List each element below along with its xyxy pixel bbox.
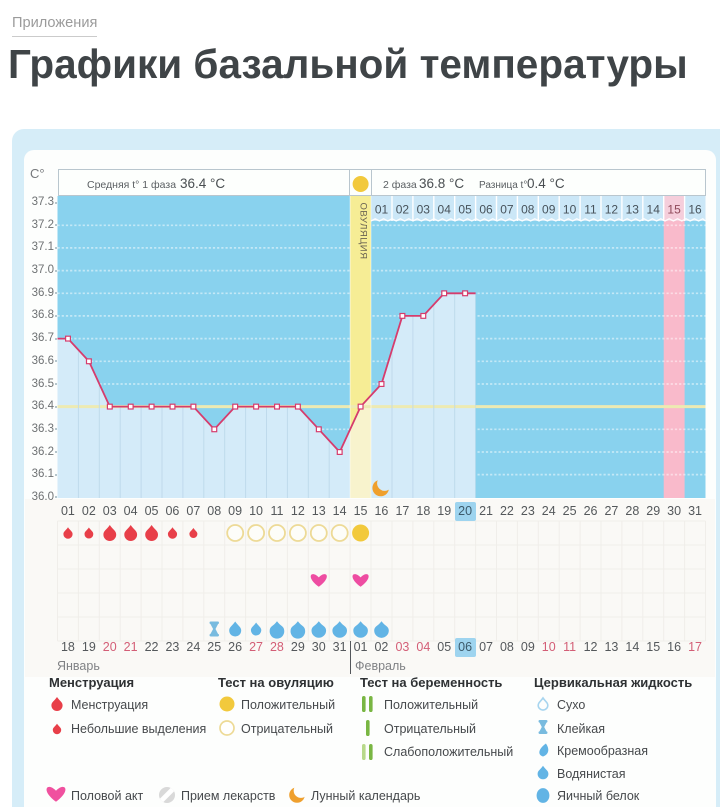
svg-text:15: 15 [667,203,681,217]
svg-text:16: 16 [688,203,702,217]
svg-text:12: 12 [605,203,619,217]
svg-text:11: 11 [584,203,597,217]
svg-text:ОВУЛЯЦИЯ: ОВУЛЯЦИЯ [358,203,369,260]
svg-text:13: 13 [626,203,640,217]
svg-text:05: 05 [458,203,472,217]
svg-text:08: 08 [521,203,535,217]
svg-text:14: 14 [647,203,661,217]
svg-text:01: 01 [375,203,389,217]
svg-text:03: 03 [417,203,431,217]
svg-text:07: 07 [500,203,514,217]
svg-text:06: 06 [479,203,493,217]
svg-text:02: 02 [396,203,410,217]
svg-text:09: 09 [542,203,556,217]
svg-text:04: 04 [438,203,452,217]
svg-text:10: 10 [563,203,577,217]
